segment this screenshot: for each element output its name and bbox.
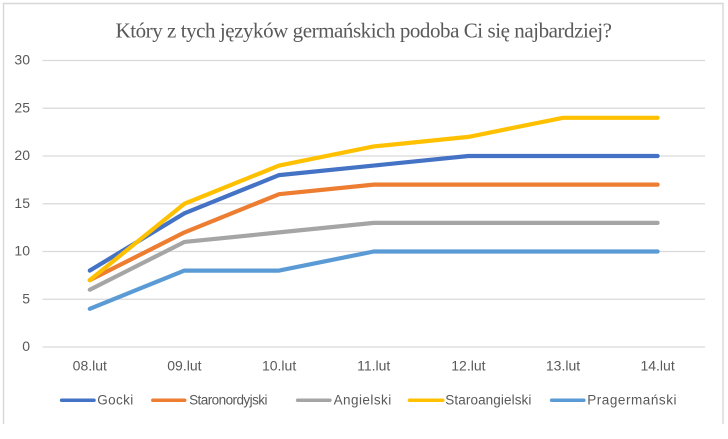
svg-text:Angielski: Angielski bbox=[334, 393, 392, 408]
svg-text:Staroangielski: Staroangielski bbox=[445, 393, 531, 408]
svg-text:25: 25 bbox=[14, 99, 30, 115]
svg-text:11.lut: 11.lut bbox=[357, 358, 390, 374]
svg-text:14.lut: 14.lut bbox=[640, 358, 674, 374]
svg-text:30: 30 bbox=[14, 52, 30, 68]
svg-text:10: 10 bbox=[14, 243, 30, 259]
svg-text:09.lut: 09.lut bbox=[167, 358, 201, 374]
svg-text:Staronordyjski: Staronordyjski bbox=[189, 393, 267, 408]
svg-text:Gocki: Gocki bbox=[97, 393, 133, 408]
svg-text:Pragermański: Pragermański bbox=[587, 393, 677, 408]
svg-text:12.lut: 12.lut bbox=[451, 358, 485, 374]
svg-text:20: 20 bbox=[14, 147, 30, 163]
svg-text:Który z tych języków germański: Który z tych języków germańskich podoba … bbox=[116, 19, 612, 43]
svg-text:08.lut: 08.lut bbox=[73, 358, 107, 374]
svg-text:10.lut: 10.lut bbox=[262, 358, 296, 374]
svg-text:0: 0 bbox=[22, 338, 30, 354]
svg-text:13.lut: 13.lut bbox=[546, 358, 580, 374]
svg-text:5: 5 bbox=[22, 290, 30, 306]
svg-text:15: 15 bbox=[14, 195, 30, 211]
